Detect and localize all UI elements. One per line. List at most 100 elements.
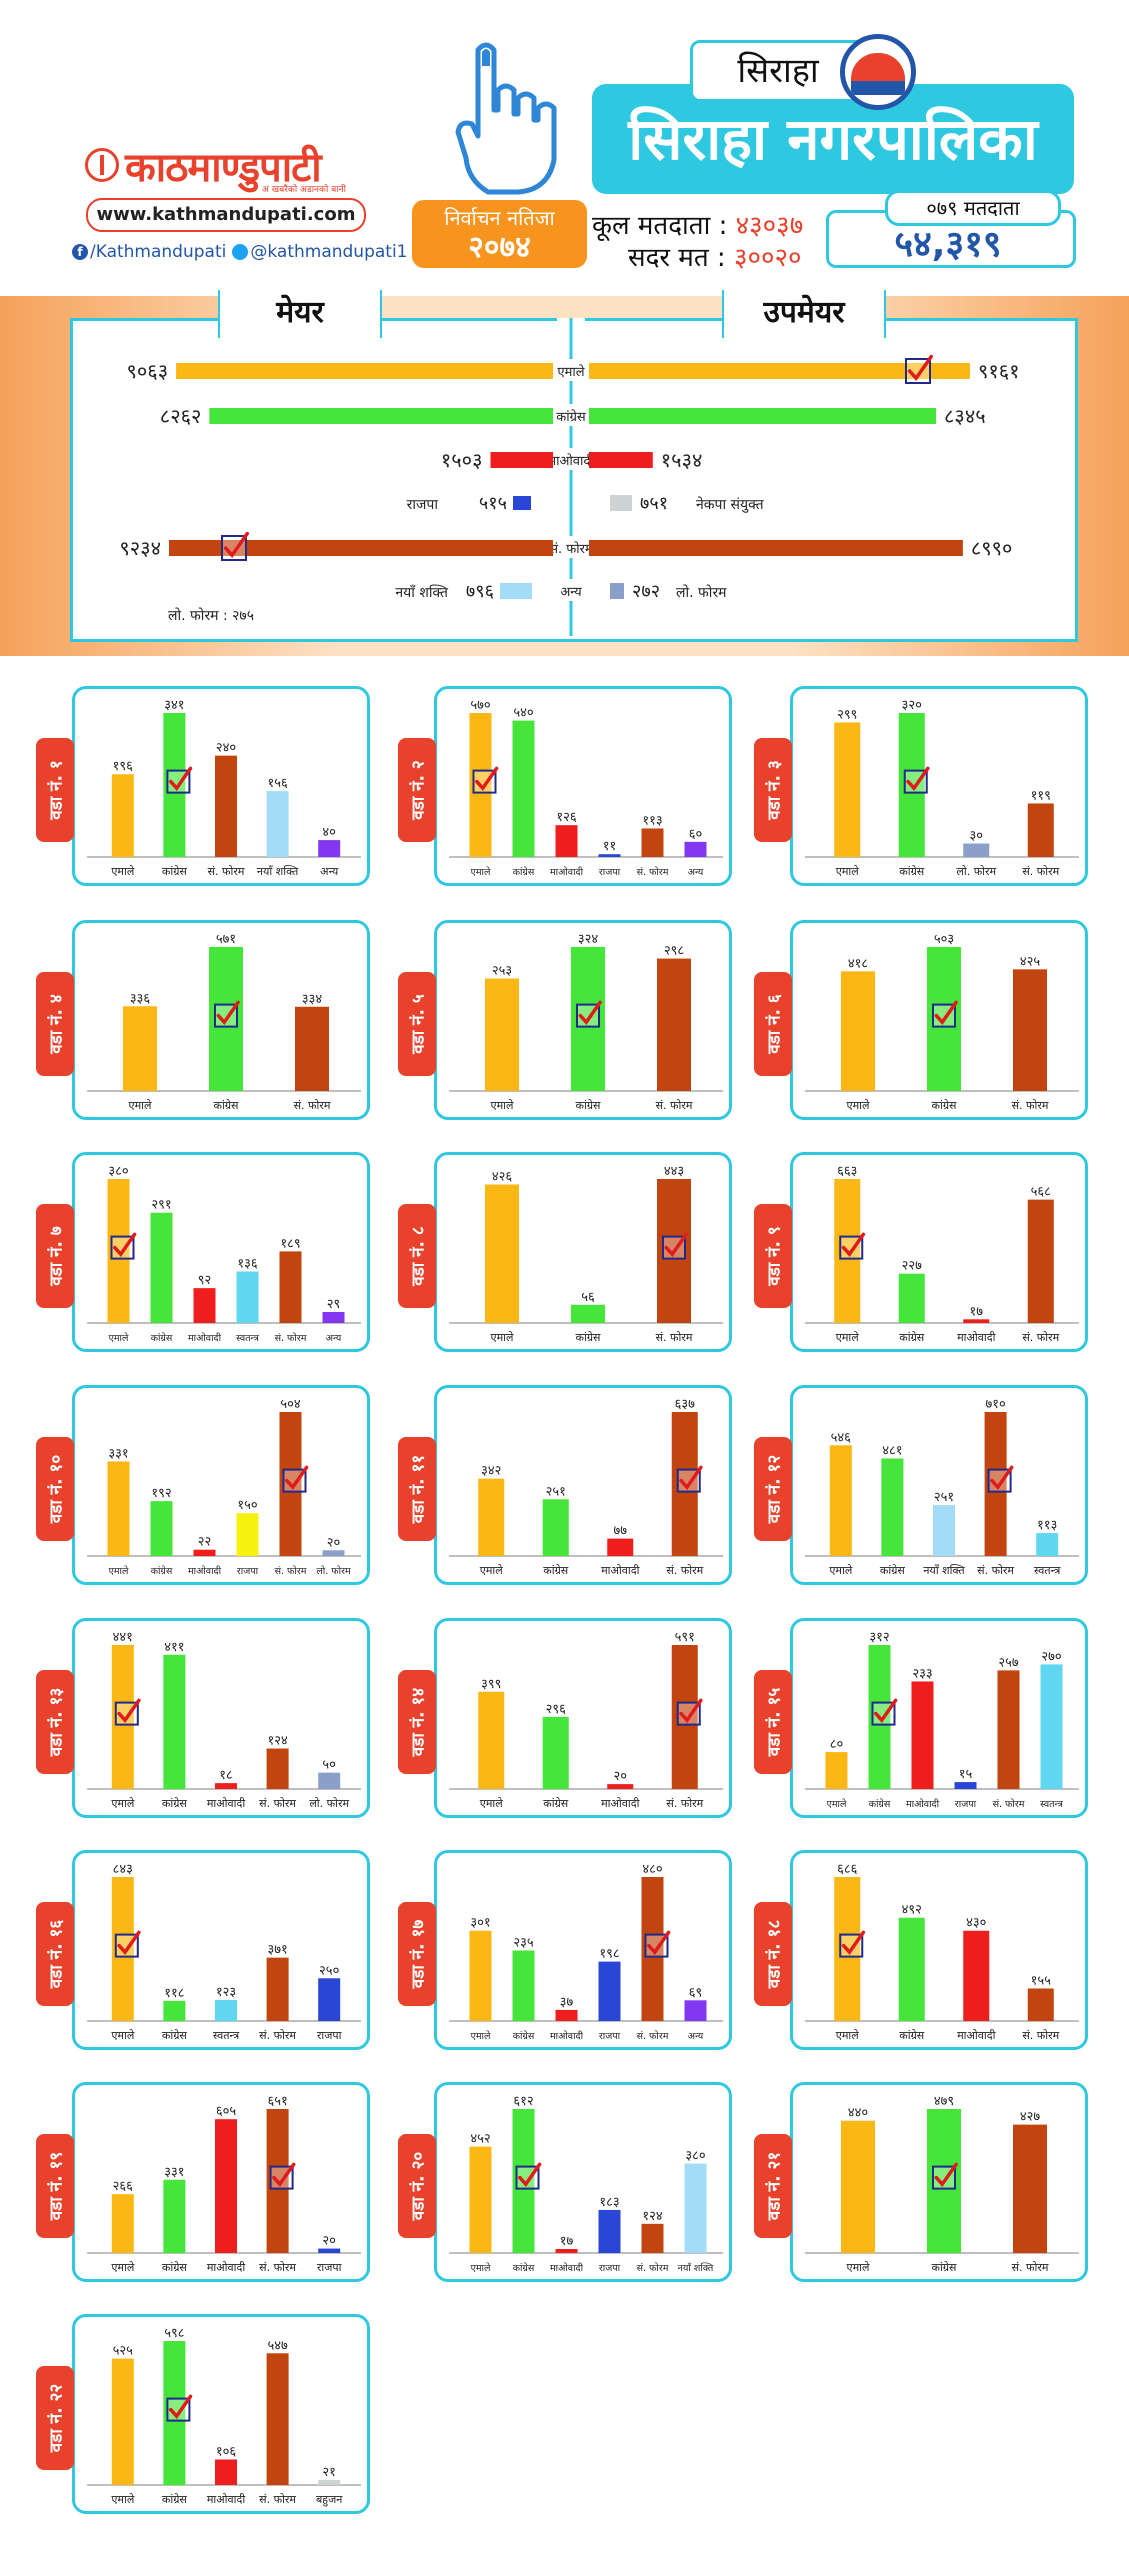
ward-chart: १९६ एमाले ३४१ कांग्रेस २४० सं. फोरम १५६ नयाँ शक… bbox=[87, 698, 361, 878]
ward-value-label: ६९ bbox=[689, 1985, 703, 2000]
ward-value-label: १५६ bbox=[267, 776, 288, 791]
ward-bar bbox=[215, 1999, 237, 2021]
ward-bar bbox=[163, 2000, 186, 2021]
ward-value-label: ३७ bbox=[560, 1995, 574, 2010]
ward-bar bbox=[933, 1505, 955, 1556]
valid-votes-label: सदर मत bbox=[628, 243, 709, 273]
ward-bar bbox=[641, 828, 664, 857]
ward-tab: वडा नं. १४ bbox=[398, 1670, 436, 1774]
ward-winner-check-icon bbox=[839, 1930, 866, 1958]
ward-party-label: एमाले bbox=[480, 1564, 504, 1577]
ward-party-label: माओवादी bbox=[207, 2493, 245, 2506]
ward-party-label: एमाले bbox=[111, 2493, 135, 2506]
ward-value-label: ६६३ bbox=[837, 1164, 857, 1179]
ward-bar bbox=[607, 1784, 634, 1789]
ward-party-label: कांग्रेस bbox=[513, 2262, 535, 2274]
ward-party-label: माओवादी bbox=[188, 1565, 222, 1577]
ward-bar bbox=[236, 1513, 259, 1556]
ward-winner-check-icon bbox=[472, 766, 499, 794]
ward-bar bbox=[954, 1782, 977, 1789]
row-label-bg bbox=[547, 359, 595, 381]
ward-value-label: ५०३ bbox=[934, 932, 954, 947]
ward-label: वडा नं. १२ bbox=[764, 1454, 785, 1524]
ward-party-label: अन्य bbox=[688, 867, 704, 878]
ward-tab: वडा नं. १८ bbox=[754, 1902, 792, 2006]
row-label: अन्य bbox=[560, 585, 582, 600]
ward-value-label: १३६ bbox=[237, 1256, 258, 1271]
ward-bar bbox=[215, 2459, 237, 2485]
ward-party-label: माओवादी bbox=[957, 2029, 995, 2042]
ward-party-label: नयाँ शक्ति bbox=[678, 2262, 714, 2274]
row-label-bg bbox=[547, 448, 595, 470]
ward-value-label: ५९१ bbox=[675, 1630, 695, 1645]
ward-value-label: ५०४ bbox=[280, 1397, 301, 1412]
ward-label: वडा नं. १ bbox=[46, 760, 67, 820]
ward-bar bbox=[215, 1783, 237, 1789]
ward-party-label: कांग्रेस bbox=[899, 865, 925, 878]
ward-party-label: माओवादी bbox=[550, 866, 584, 878]
ward-party-label: लो. फोरम bbox=[309, 1797, 349, 1810]
ward-bar bbox=[542, 1499, 569, 1556]
mayor-value-label: १५०३ bbox=[441, 448, 483, 472]
ward-value-label: २५० bbox=[319, 1963, 339, 1978]
ward-tab: वडा नं. १७ bbox=[398, 1902, 436, 2006]
ward-card: ८४३ एमाले ११८ कांग्रेस १२३ स्वतन्त्र ३७१ सं. फो… bbox=[72, 1850, 370, 2050]
ward-value-label: २९९ bbox=[837, 707, 857, 722]
ward-party-label: सं. फोरम bbox=[637, 866, 669, 878]
row-label: कांग्रेस bbox=[556, 409, 586, 425]
ward-card: ३९९ एमाले २९६ कांग्रेस २० माओवादी ५९१ सं. फोरम bbox=[434, 1618, 732, 1818]
ward-party-label: माओवादी bbox=[207, 1797, 245, 1810]
ward-value-label: १२४ bbox=[642, 2209, 663, 2224]
ward-bar bbox=[123, 1006, 157, 1091]
ward-party-label: एमाले bbox=[847, 2261, 871, 2274]
ward-chart: ३३६ एमाले ५७१ कांग्रेस ३३४ सं. फोरम bbox=[87, 932, 361, 1112]
ward-winner-check-icon bbox=[166, 2394, 193, 2422]
ward-label: वडा नं. ३ bbox=[764, 760, 785, 820]
ward-value-label: ५६ bbox=[581, 1290, 595, 1305]
ward-value-label: ४४१ bbox=[113, 1630, 133, 1645]
deputy-mayor-heading: उपमेयर bbox=[722, 290, 886, 338]
facebook-handle[interactable]: /Kathmandupati bbox=[90, 242, 227, 262]
total-voters-value: ४३०३७ bbox=[735, 211, 804, 241]
ward-value-label: ११ bbox=[603, 839, 617, 854]
ward-party-label: माओवादी bbox=[601, 1564, 639, 1577]
ward-bar bbox=[963, 1930, 990, 2021]
ward-party-label: एमाले bbox=[109, 1332, 129, 1344]
ward-party-label: सं. फोरम bbox=[666, 1797, 703, 1810]
ward-party-label: सं. फोरम bbox=[1012, 2261, 1049, 2274]
ward-party-label: एमाले bbox=[111, 1797, 135, 1810]
ward-card: १९६ एमाले ३४१ कांग्रेस २४० सं. फोरम १५६ नयाँ शक… bbox=[72, 686, 370, 886]
ward-party-label: सं. फोरम bbox=[275, 1565, 307, 1577]
ward-bar bbox=[215, 755, 237, 857]
mayor-lofurum-note: लो. फोरम : २७५ bbox=[168, 607, 254, 624]
row-label-bg bbox=[547, 579, 595, 601]
ward-party-label: सं. फोरम bbox=[294, 1099, 331, 1112]
ward-tab: वडा नं. ११ bbox=[398, 1437, 436, 1541]
ward-party-label: कांग्रेस bbox=[162, 2493, 188, 2506]
mayor-bar bbox=[176, 363, 553, 379]
website-url[interactable]: www.kathmandupati.com bbox=[86, 198, 366, 232]
ward-party-label: कांग्रेस bbox=[899, 1331, 925, 1344]
ward-value-label: ६१२ bbox=[513, 2094, 533, 2109]
ward-label: वडा नं. २२ bbox=[46, 2383, 67, 2453]
ward-card: ३३६ एमाले ५७१ कांग्रेस ३३४ सं. फोरम bbox=[72, 920, 370, 1120]
ward-bar bbox=[512, 1950, 535, 2021]
ward-party-label: राजपा bbox=[317, 2029, 342, 2042]
deputy-bar bbox=[610, 583, 624, 599]
ward-card: ४१८ एमाले ५०३ कांग्रेस ४२५ सं. फोरम bbox=[790, 920, 1088, 1120]
ward-value-label: १५५ bbox=[1031, 1973, 1052, 1988]
ward-value-label: ५६८ bbox=[1031, 1185, 1052, 1200]
ward-party-label: नयाँ शक्ति bbox=[923, 1564, 965, 1577]
twitter-handle[interactable]: @kathmandupati1 bbox=[250, 242, 408, 262]
ward-bar bbox=[266, 2353, 289, 2485]
ward-card: ४४० एमाले ४७९ कांग्रेस ४२७ सं. फोरम bbox=[790, 2082, 1088, 2282]
voters-2079-value: ५४,३१९ bbox=[894, 224, 1002, 265]
ward-party-label: सं. फोरम bbox=[1022, 2029, 1059, 2042]
ward-winner-check-icon bbox=[932, 2162, 958, 2190]
ward-chart: ३३१ एमाले १९२ कांग्रेस २२ माओवादी १५० राजपा ५०४ स… bbox=[87, 1397, 361, 1577]
mayor-party-label: नयाँ शक्ति bbox=[395, 584, 449, 601]
ward-value-label: ३३१ bbox=[108, 1446, 128, 1461]
ward-party-label: माओवादी bbox=[188, 1332, 222, 1344]
ward-value-label: ४० bbox=[322, 825, 336, 840]
ward-winner-check-icon bbox=[114, 1698, 141, 1726]
